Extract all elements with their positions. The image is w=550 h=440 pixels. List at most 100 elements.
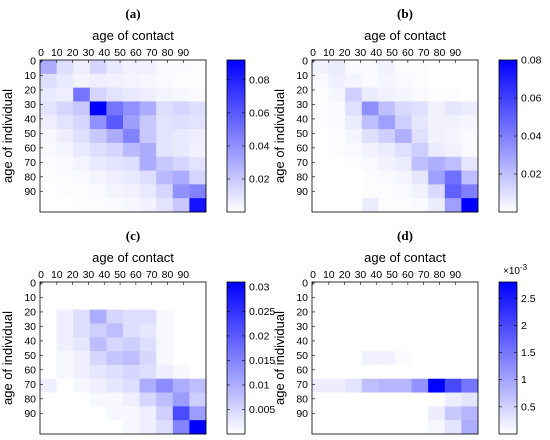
heatmap-cell <box>378 101 396 116</box>
heatmap-cell <box>172 115 190 130</box>
y-axis-label: age of individual <box>272 311 287 405</box>
x-tick-label: 20 <box>67 269 79 281</box>
x-tick-label: 10 <box>323 269 335 281</box>
heatmap-cell <box>89 378 107 393</box>
heatmap-cell <box>395 295 412 311</box>
colorbar <box>498 281 518 435</box>
heatmap-cell <box>89 156 107 171</box>
heatmap-cell <box>428 115 446 130</box>
x-tick-label: 80 <box>162 47 174 59</box>
x-tick-label: 40 <box>98 47 110 59</box>
x-tick-label: 90 <box>449 269 461 281</box>
x-axis-label: age of contact <box>92 28 174 43</box>
panel-label: (b) <box>397 6 413 21</box>
heatmap-cell <box>73 129 91 144</box>
heatmap-cell <box>139 323 157 338</box>
heatmap-cell <box>189 406 207 421</box>
heatmap-cell <box>428 364 446 380</box>
heatmap-cell <box>73 295 91 311</box>
heatmap-cell <box>89 101 107 116</box>
heatmap-cell <box>444 142 462 158</box>
heatmap-cell <box>361 170 379 185</box>
x-tick-label: 30 <box>83 269 95 281</box>
heatmap-cell <box>345 295 363 311</box>
heatmap-cell <box>345 392 363 407</box>
heatmap-cell <box>172 351 190 366</box>
heatmap-cell <box>139 101 157 116</box>
heatmap-cell <box>428 420 446 435</box>
y-tick-label: 70 <box>24 379 36 391</box>
y-tick-label: 80 <box>296 393 308 405</box>
heatmap-cell <box>172 170 190 185</box>
x-tick-label: 70 <box>418 269 430 281</box>
heatmap-cell <box>328 184 346 199</box>
heatmap-cell <box>378 378 396 393</box>
heatmap-cell <box>378 170 396 185</box>
y-tick-label: 80 <box>24 171 36 183</box>
heatmap-cell <box>461 60 479 75</box>
x-tick-label: 10 <box>51 269 63 281</box>
heatmap-cell <box>411 101 429 116</box>
heatmap-cell <box>89 392 107 407</box>
x-tick-label: 70 <box>146 47 158 59</box>
x-tick-label: 40 <box>98 269 110 281</box>
x-axis-label: age of contact <box>364 250 446 265</box>
x-tick-label: 80 <box>434 47 446 59</box>
colorbar-tick-label: 0.025 <box>249 306 275 318</box>
heatmap-cell <box>56 364 74 380</box>
heatmap-cell <box>189 337 207 352</box>
x-tick-label: 30 <box>355 47 367 59</box>
heatmap-cell <box>328 142 346 158</box>
heatmap-cell <box>56 420 74 435</box>
x-axis-label: age of contact <box>364 28 446 43</box>
heatmap-cell <box>123 73 140 89</box>
heatmap-cell <box>123 129 140 144</box>
x-tick-label: 20 <box>339 47 351 59</box>
heatmap-cell <box>73 87 91 102</box>
heatmap-cell <box>156 115 174 130</box>
heatmap-cell <box>444 170 462 185</box>
heatmap-cell <box>312 282 329 297</box>
heatmap-cell <box>428 406 446 421</box>
heatmap-cell <box>106 170 124 185</box>
heatmap-cell <box>378 129 396 144</box>
heatmap-cell <box>123 323 140 338</box>
heatmap-cell <box>411 364 429 380</box>
heatmap-cell <box>56 406 74 421</box>
heatmap-cell <box>378 420 396 435</box>
heatmap-cell <box>73 60 91 75</box>
heatmap-cell <box>378 309 396 324</box>
heatmap-cell <box>156 309 174 324</box>
heatmap-cell <box>56 170 74 185</box>
heatmap-cell <box>461 309 479 324</box>
x-tick-label: 50 <box>114 47 126 59</box>
heatmap-cell <box>189 115 207 130</box>
heatmap-cell <box>361 129 379 144</box>
heatmap-cell <box>312 364 329 380</box>
heatmap-cell <box>444 60 462 75</box>
heatmap-cell <box>123 392 140 407</box>
heatmap-cell <box>428 170 446 185</box>
heatmap-cell <box>156 406 174 421</box>
x-tick-label: 30 <box>83 47 95 59</box>
heatmap-cell <box>156 156 174 171</box>
heatmap-cell <box>328 323 346 338</box>
heatmap-cell <box>395 282 412 297</box>
heatmap-cell <box>123 184 140 199</box>
y-tick-label: 10 <box>24 292 36 304</box>
heatmap-cell <box>106 115 124 130</box>
heatmap-cell <box>189 198 207 213</box>
heatmap-cell <box>189 295 207 311</box>
heatmap-cell <box>139 392 157 407</box>
heatmap-cell <box>89 364 107 380</box>
heatmap-cell <box>312 406 329 421</box>
y-tick-label: 30 <box>296 321 308 333</box>
heatmap-cell <box>123 170 140 185</box>
y-tick-label: 60 <box>296 364 308 376</box>
heatmap-cell <box>345 337 363 352</box>
heatmap-cell <box>156 351 174 366</box>
heatmap-cell <box>172 184 190 199</box>
heatmap-cell <box>156 323 174 338</box>
heatmap-cell <box>139 156 157 171</box>
